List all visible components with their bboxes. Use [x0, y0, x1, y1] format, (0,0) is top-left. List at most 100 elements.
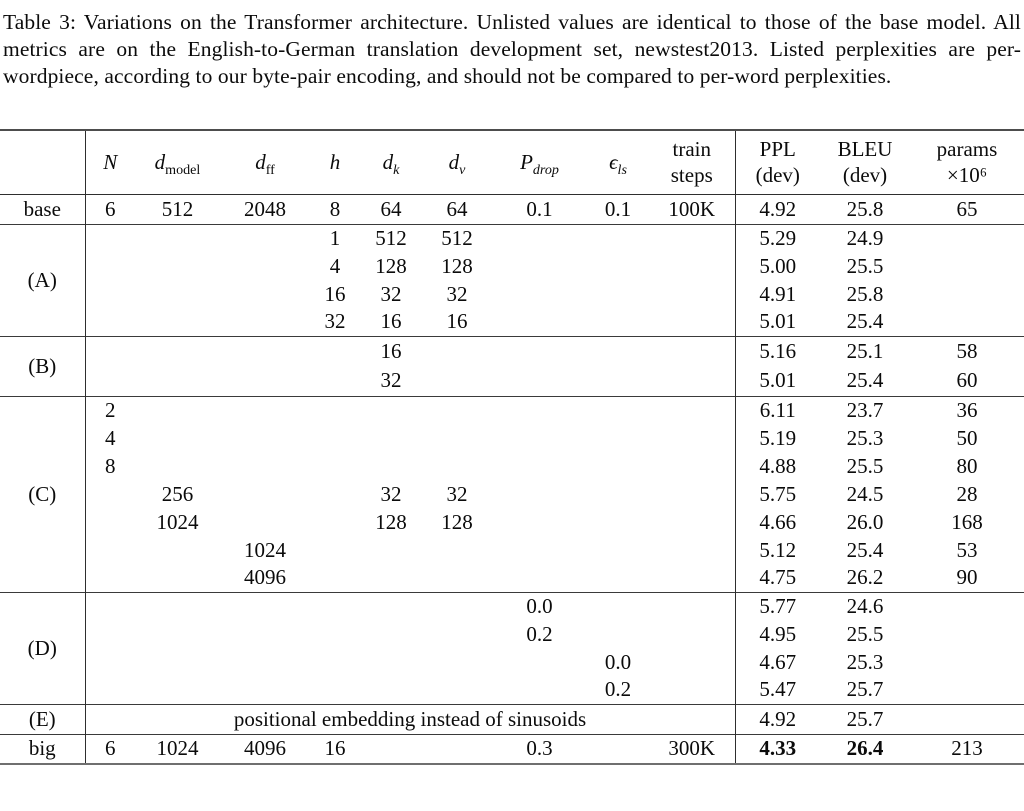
table-cell — [135, 564, 220, 592]
table-cell: 0.0 — [604, 649, 632, 674]
table-row: 0.0 4.67 25.3 — [0, 648, 1024, 676]
table-cell: 0.2 — [526, 621, 553, 646]
table-cell — [310, 396, 360, 424]
table-cell — [310, 564, 360, 592]
table-cell — [85, 620, 135, 648]
table-cell — [910, 224, 1024, 252]
table-cell: 32 — [446, 481, 468, 506]
table-cell: 32 — [446, 281, 468, 306]
table-cell — [85, 336, 135, 366]
header-cell: params ×10⁶ — [910, 130, 1024, 194]
table-row: 4096 4.75 26.2 90 — [0, 564, 1024, 592]
table-row: 4 5.19 25.3 50 — [0, 424, 1024, 452]
table-cell — [910, 252, 1024, 280]
table-cell — [85, 308, 135, 336]
table-cell — [220, 224, 310, 252]
table-cell — [85, 224, 135, 252]
table-cell — [649, 366, 736, 396]
table-cell — [649, 676, 736, 704]
table-cell: 24.5 — [846, 481, 884, 506]
table-cell — [492, 676, 587, 704]
section-e: (E) positional embedding instead of sinus… — [0, 704, 1024, 734]
table-cell — [135, 424, 220, 452]
table-cell — [422, 734, 492, 764]
table-cell — [587, 280, 649, 308]
table-cell: 2 — [105, 397, 116, 422]
table-cell — [422, 366, 492, 396]
table-row: 1024 5.12 25.4 53 — [0, 536, 1024, 564]
table-cell: 1 — [329, 225, 341, 250]
table-cell — [587, 366, 649, 396]
table-cell — [220, 648, 310, 676]
table-cell — [220, 676, 310, 704]
table-cell: 512 — [375, 225, 407, 250]
section-d: (D) 0.0 5.77 24.6 0.2 4.95 25.5 0.0 4.67 25.3 0.2 5… — [0, 592, 1024, 704]
row-label: (E) — [0, 704, 86, 734]
math-subscript: ff — [265, 161, 275, 178]
table-cell: 0.1 — [604, 196, 632, 221]
table-cell — [135, 620, 220, 648]
table-cell: 26.2 — [846, 565, 884, 590]
table-cell — [910, 704, 1024, 734]
header-cell: h — [310, 130, 360, 194]
table-cell — [135, 252, 220, 280]
table-cell: 80 — [956, 453, 978, 478]
table-cell — [587, 508, 649, 536]
table-cell: 6.11 — [759, 397, 796, 422]
table-row: 8 4.88 25.5 80 — [0, 452, 1024, 480]
math-subscript: drop — [532, 161, 559, 178]
table-cell — [649, 308, 736, 336]
table-cell — [135, 648, 220, 676]
table-cell: 28 — [956, 481, 978, 506]
table-cell: 1024 — [244, 537, 286, 562]
table-cell — [310, 648, 360, 676]
header-line: (dev) — [755, 163, 800, 188]
table-row: big 6 1024 4096 16 0.3 300K 4.33 26.4 213 — [0, 734, 1024, 764]
table-row: (C) 2 6.11 23.7 36 — [0, 396, 1024, 592]
table-cell — [649, 480, 736, 508]
table-cell — [587, 564, 649, 592]
table-cell: 128 — [441, 509, 473, 534]
table-cell — [85, 648, 135, 676]
row-label: (A) — [0, 224, 86, 336]
table-cell: 0.3 — [526, 736, 553, 761]
table-cell — [310, 336, 360, 366]
table-cell — [492, 648, 587, 676]
row-label: (D) — [0, 592, 86, 704]
table-cell: 1024 — [156, 736, 199, 761]
table-cell: 53 — [956, 537, 978, 562]
table-cell: 25.1 — [846, 338, 884, 363]
table-cell: 25.8 — [846, 196, 884, 221]
table-cell — [492, 480, 587, 508]
table-cell — [910, 280, 1024, 308]
corner-cell — [0, 130, 86, 194]
table-cell — [422, 536, 492, 564]
table-row: 0.2 5.47 25.7 — [0, 676, 1024, 704]
table-cell — [587, 224, 649, 252]
table-cell — [310, 452, 360, 480]
table-cell: 5.00 — [759, 253, 797, 278]
table-cell: 16 — [380, 309, 402, 334]
table-row: 4 128 128 5.00 25.5 — [0, 252, 1024, 280]
table-cell — [649, 592, 736, 620]
table-cell: 5.75 — [759, 481, 797, 506]
table-row: (D) 0.0 5.77 24.6 — [0, 592, 1024, 704]
table-cell — [220, 424, 310, 452]
table-cell: 32 — [324, 309, 346, 334]
table-cell — [587, 620, 649, 648]
table-cell — [360, 396, 422, 424]
table-cell: 26.4 — [846, 736, 884, 761]
table-cell — [85, 252, 135, 280]
header-line: train — [672, 137, 711, 162]
table-cell: 5.29 — [759, 225, 797, 250]
table-row: (A) 1 512 512 5.29 24.9 — [0, 224, 1024, 336]
table-cell: 5.77 — [759, 593, 797, 618]
table-cell — [587, 536, 649, 564]
table-cell: 8 — [105, 453, 116, 478]
table-cell: 128 — [375, 509, 407, 534]
table-cell — [422, 676, 492, 704]
table-cell — [135, 452, 220, 480]
table-cell: 213 — [951, 736, 983, 761]
table-cell: 4 — [329, 253, 341, 278]
